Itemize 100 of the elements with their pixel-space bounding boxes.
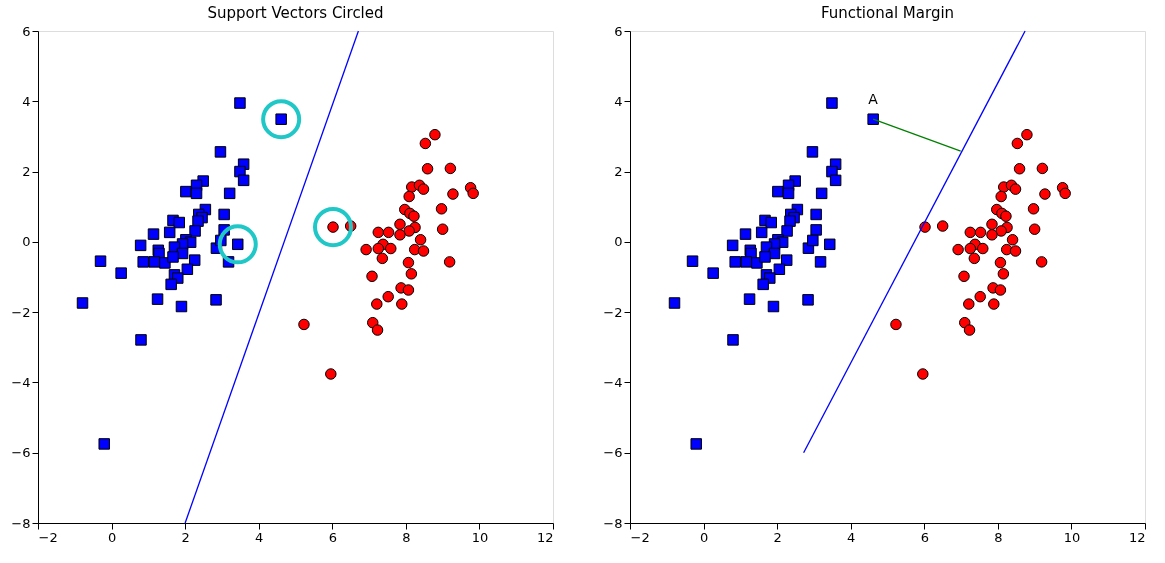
point <box>408 210 420 222</box>
point <box>402 284 415 296</box>
point <box>810 224 822 236</box>
x-tick-label: 6 <box>328 529 337 545</box>
point <box>765 216 777 229</box>
point <box>1009 183 1022 195</box>
point <box>772 185 784 198</box>
point <box>376 252 389 265</box>
point <box>98 438 110 450</box>
point <box>189 225 201 237</box>
y-tick-label: 0 <box>614 234 623 250</box>
point <box>1011 137 1024 150</box>
y-tick-label: 4 <box>22 93 31 109</box>
point <box>180 185 192 198</box>
point <box>806 146 819 158</box>
y-tick-label: −2 <box>11 304 31 320</box>
point <box>810 208 822 221</box>
point <box>782 187 795 200</box>
y-tick-label: −4 <box>11 374 31 390</box>
point <box>815 187 828 200</box>
point <box>1036 162 1049 175</box>
point <box>952 243 964 256</box>
point <box>147 228 160 240</box>
point <box>163 226 176 239</box>
point <box>740 256 752 268</box>
point <box>394 229 406 241</box>
point <box>394 218 406 231</box>
y-tick-label: 0 <box>22 234 31 250</box>
x-tick-label: 6 <box>920 529 929 545</box>
x-tick-label: 0 <box>699 529 709 545</box>
x-tick-label: 8 <box>994 529 1003 545</box>
point <box>964 242 977 255</box>
point <box>824 238 836 251</box>
y-tick-label: −6 <box>11 445 31 461</box>
point <box>447 188 459 200</box>
point <box>190 187 203 200</box>
x-tick-label: 0 <box>107 529 117 545</box>
x-tick-label: 10 <box>1063 529 1081 545</box>
point <box>419 137 432 150</box>
y-tick-label: −4 <box>603 374 623 390</box>
annotation: A <box>868 91 879 108</box>
point <box>780 254 793 266</box>
point <box>974 290 986 303</box>
point <box>994 284 1007 296</box>
x-tick-label: −2 <box>630 529 650 545</box>
point <box>963 298 975 310</box>
y-tick-label: 2 <box>22 164 31 180</box>
point <box>214 146 227 158</box>
point <box>372 242 385 255</box>
y-tick-label: −2 <box>603 304 623 320</box>
point <box>1035 256 1048 268</box>
point <box>467 187 479 200</box>
point <box>1028 223 1041 235</box>
point <box>137 256 149 268</box>
x-tick-label: 12 <box>536 529 554 545</box>
point <box>986 218 998 231</box>
y-tick-label: 4 <box>614 93 623 109</box>
point <box>936 220 949 232</box>
point <box>963 324 976 336</box>
point <box>1039 188 1051 200</box>
point <box>773 263 786 276</box>
point <box>757 278 769 291</box>
point <box>167 251 179 263</box>
point <box>784 215 796 227</box>
point <box>325 368 337 380</box>
point <box>403 225 415 237</box>
point <box>690 438 702 450</box>
point <box>181 263 194 276</box>
point <box>435 203 448 215</box>
point <box>417 183 430 195</box>
point <box>382 290 394 303</box>
point <box>726 239 739 252</box>
x-tick-label: 2 <box>181 529 190 545</box>
point <box>115 267 127 279</box>
point <box>76 297 89 309</box>
point <box>1000 243 1013 256</box>
y-tick-label: 6 <box>614 23 623 39</box>
point <box>1059 187 1071 200</box>
x-tick-label: 8 <box>402 529 411 545</box>
point <box>917 368 929 380</box>
x-tick-label: −2 <box>38 529 58 545</box>
point <box>223 187 236 200</box>
point <box>372 226 385 239</box>
point <box>739 228 752 240</box>
point <box>298 318 310 331</box>
x-tick-label: 12 <box>1128 529 1146 545</box>
x-tick-label: 2 <box>773 529 782 545</box>
point <box>767 300 780 313</box>
point <box>994 256 1007 269</box>
x-tick-label: 4 <box>847 529 856 545</box>
point <box>890 318 902 331</box>
point <box>429 128 441 141</box>
point <box>974 226 987 239</box>
point <box>707 267 719 279</box>
chart-title: Functional Margin <box>820 4 955 22</box>
point <box>165 278 177 291</box>
point <box>807 234 819 247</box>
point <box>986 229 998 241</box>
point <box>371 298 383 310</box>
point <box>1006 234 1019 246</box>
